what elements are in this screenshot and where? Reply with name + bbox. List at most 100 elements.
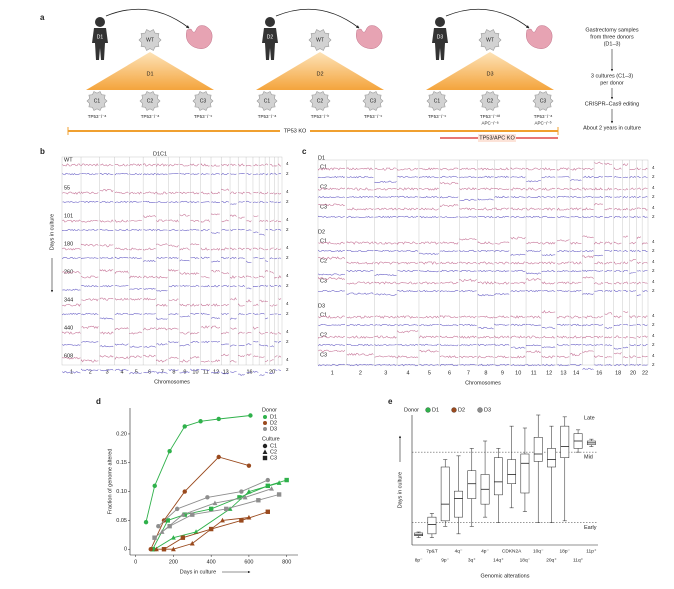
transfer-arrow xyxy=(275,8,360,29)
copy-track-gain xyxy=(62,213,282,223)
clone-label: C3 xyxy=(370,98,377,104)
x-tick-label: 3q⁺ xyxy=(468,557,476,563)
marker xyxy=(248,413,253,418)
copy-scale: 4 xyxy=(286,189,289,194)
marker xyxy=(143,519,149,525)
copy-scale: 2 xyxy=(652,342,655,347)
copy-scale: 2 xyxy=(286,199,289,204)
copy-scale: 2 xyxy=(286,339,289,344)
copy-track-loss xyxy=(62,368,282,376)
donor-label: D3 xyxy=(486,71,493,77)
series-line xyxy=(150,456,250,550)
x-tick-label: 18q⁻ xyxy=(520,557,531,563)
chromosome-label: 22 xyxy=(642,370,648,376)
copy-scale: 2 xyxy=(286,227,289,232)
genotype-label: APC⁻/⁻ᵇ xyxy=(535,121,552,126)
donor-label: D3 xyxy=(318,303,325,309)
marker xyxy=(167,523,172,529)
chromosome-label: 16 xyxy=(596,370,602,376)
chromosome-label: 6 xyxy=(148,369,151,375)
copy-scale: 4 xyxy=(652,279,655,284)
row-label: C3 xyxy=(320,278,327,284)
series-line xyxy=(154,482,280,550)
marker xyxy=(152,483,157,489)
copy-track-loss xyxy=(62,340,281,348)
copy-track-gain xyxy=(62,243,282,251)
organoid-icon xyxy=(478,29,502,51)
panel-label: a xyxy=(40,13,45,22)
step-text: from three donors xyxy=(590,34,634,40)
reference-label: Mid xyxy=(584,455,593,461)
x-axis-label: Days in culture xyxy=(180,569,216,575)
box xyxy=(560,425,570,458)
copy-track-gain xyxy=(318,235,648,246)
stomach-icon xyxy=(526,25,553,49)
legend-swatch xyxy=(263,415,267,419)
chromosome-label: 1 xyxy=(331,370,334,376)
person-body xyxy=(92,28,108,60)
copy-scale: 4 xyxy=(286,301,289,306)
y-axis-label: Fraction of genome altered xyxy=(107,449,113,515)
copy-track-gain xyxy=(318,330,648,339)
apc-label: TP53/APC KO xyxy=(479,135,515,141)
donor-label: D1 xyxy=(97,34,104,40)
reference-label: Early xyxy=(584,525,597,531)
chromosome-label: 11 xyxy=(203,369,209,375)
x-tick-label: 11q⁺ xyxy=(573,557,584,563)
genotype-label: TP53⁻/⁻ᵃ xyxy=(141,114,160,119)
marker xyxy=(174,506,180,512)
copy-scale: 4 xyxy=(652,259,655,264)
copy-scale: 2 xyxy=(652,322,655,327)
copy-scale: 2 xyxy=(652,288,655,293)
copy-scale: 2 xyxy=(652,174,655,179)
clone-label: C1 xyxy=(434,98,441,104)
clone-label: C1 xyxy=(264,98,271,104)
marker xyxy=(246,488,252,494)
x-tick-label: 20q⁺ xyxy=(546,557,557,563)
marker xyxy=(227,506,233,511)
marker xyxy=(165,518,170,523)
row-label: C2 xyxy=(320,258,327,264)
clone-label: C3 xyxy=(540,98,547,104)
stomach-icon xyxy=(186,25,213,49)
karyotype-frame xyxy=(317,159,649,366)
copy-scale: 4 xyxy=(652,333,655,338)
marker xyxy=(154,546,159,552)
marker xyxy=(167,449,172,454)
genotype-label: TP53⁻/⁻ᶜ xyxy=(194,114,213,119)
chromosome-label: 9 xyxy=(501,370,504,376)
box xyxy=(520,453,530,494)
chromosome-label: 7 xyxy=(467,370,470,376)
organoid-icon xyxy=(426,91,448,111)
copy-track-gain xyxy=(62,297,282,307)
legend-swatch xyxy=(425,407,431,413)
copy-track-loss xyxy=(318,249,648,257)
copy-track-gain xyxy=(318,309,648,319)
person-head xyxy=(95,17,105,27)
step-text: per donor xyxy=(600,80,624,86)
row-label: C1 xyxy=(320,312,327,318)
y-axis-label: Days in culture xyxy=(49,214,55,250)
transfer-arrow xyxy=(445,8,530,29)
chromosome-label: 10 xyxy=(192,369,198,375)
copy-track-loss xyxy=(318,269,648,276)
clone-label: C2 xyxy=(147,98,154,104)
box xyxy=(507,459,517,484)
copy-track-gain xyxy=(318,181,648,191)
organoid-icon xyxy=(86,91,108,111)
marker xyxy=(170,535,176,540)
marker xyxy=(262,455,268,461)
box xyxy=(440,466,450,522)
ko-label: TP53 KO xyxy=(284,128,307,134)
legend-swatch xyxy=(263,427,267,431)
row-label: C3 xyxy=(320,352,327,358)
chromosome-label: 4 xyxy=(407,370,410,376)
ko-label-bg xyxy=(280,126,310,135)
copy-track-gain xyxy=(318,255,648,265)
x-tick-label: 4q⁻ xyxy=(455,548,463,554)
chromosome-label: 18 xyxy=(615,370,621,376)
row-label: C1 xyxy=(320,164,327,170)
clone-label: C3 xyxy=(200,98,207,104)
